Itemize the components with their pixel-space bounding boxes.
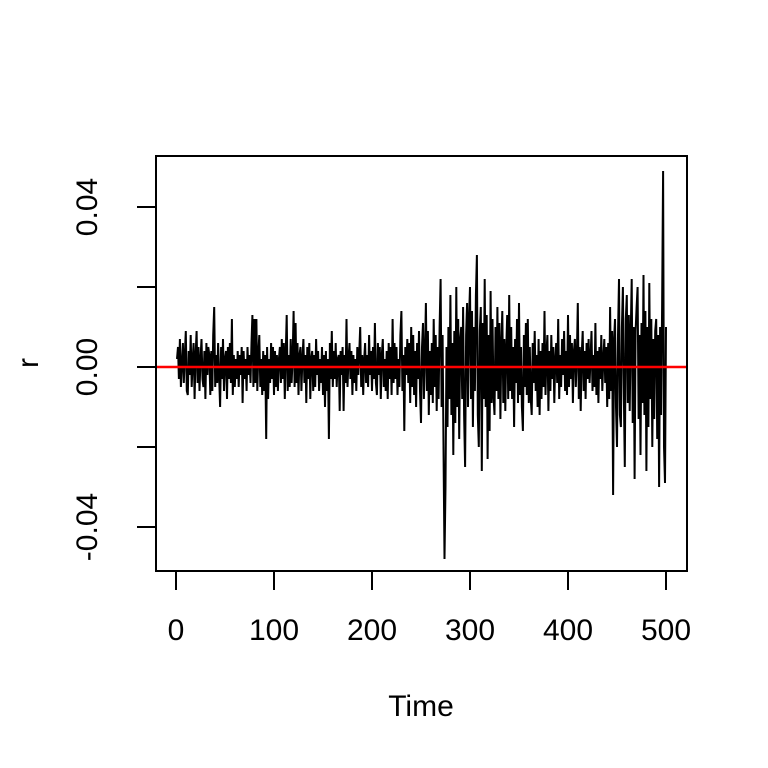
x-axis-tick-label: 100 [249,614,299,647]
y-axis-tick-label: 0.00 [71,338,104,396]
x-axis-tick-label: 300 [445,614,495,647]
x-axis-tick-label: 500 [641,614,691,647]
plot-box [155,155,688,572]
x-axis-tick-label: 0 [168,614,185,647]
y-axis-tick-label: -0.04 [71,493,104,561]
chart-generated-layer: 0 100 200 300 400 500 0.04 0.00 -0.04 [71,170,691,647]
x-axis-tick-label: 400 [543,614,593,647]
y-axis-tick-label: 0.04 [71,178,104,236]
y-axis-title: r [12,358,45,368]
series-line-r [176,170,667,560]
x-axis-title: Time [388,690,454,723]
x-axis-tick-label: 200 [347,614,397,647]
